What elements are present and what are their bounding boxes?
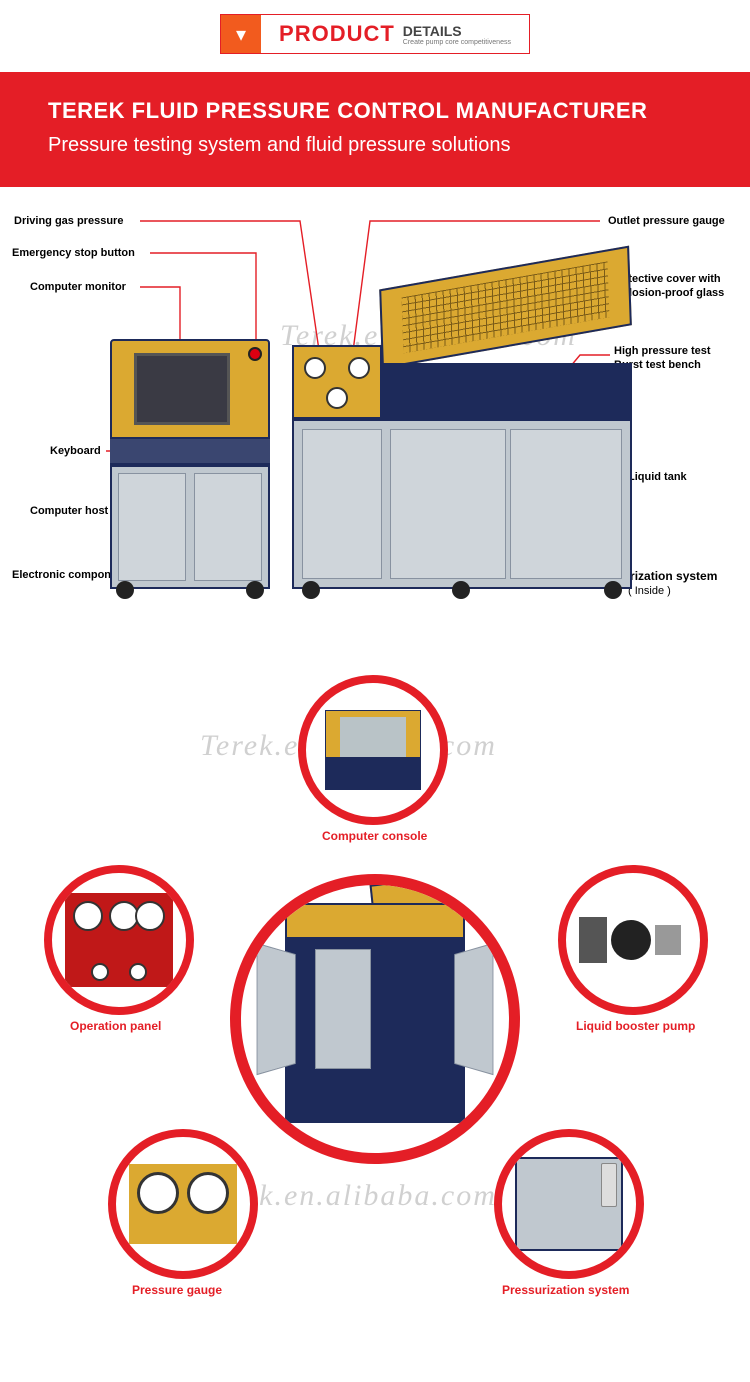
console-top <box>110 339 270 439</box>
bench-door <box>510 429 622 579</box>
caster-wheel <box>604 581 622 599</box>
keyboard-tray <box>110 439 270 465</box>
bench-body <box>292 419 632 589</box>
mini-press-graphic <box>515 1157 622 1251</box>
circle-operation-panel <box>44 865 194 1015</box>
circle-label-operation-panel: Operation panel <box>70 1019 161 1033</box>
badge-text: PRODUCT DETAILS Create pump core competi… <box>261 15 529 53</box>
bench-door <box>302 429 382 579</box>
label-driving-gas: Driving gas pressure <box>14 215 123 227</box>
main-top <box>285 903 465 939</box>
mini-pump-graphic <box>579 907 686 974</box>
circle-pressure-gauge <box>108 1129 258 1279</box>
test-bench-illustration <box>292 289 632 589</box>
protective-cover <box>379 246 632 369</box>
banner-subtitle: Pressure testing system and fluid pressu… <box>48 134 702 157</box>
circle-label-pressurization-system: Pressurization system <box>502 1283 629 1297</box>
badge-sub: DETAILS <box>403 23 511 39</box>
console-base <box>110 465 270 589</box>
label-computer-monitor: Computer monitor <box>30 281 126 293</box>
gauge-icon <box>304 357 326 379</box>
gauge-icon <box>326 387 348 409</box>
circle-liquid-booster-pump <box>558 865 708 1015</box>
label-keyboard: Keyboard <box>50 445 101 457</box>
monitor-screen <box>134 353 230 425</box>
bench-frame <box>382 363 632 419</box>
cover-mesh <box>402 261 610 353</box>
label-computer-host: Computer host <box>30 505 108 517</box>
badge-sub-wrap: DETAILS Create pump core competitiveness <box>403 23 511 46</box>
circle-label-pressure-gauge: Pressure gauge <box>132 1283 222 1297</box>
badge-tag: Create pump core competitiveness <box>403 39 511 46</box>
circle-computer-console <box>298 675 448 825</box>
circle-label-computer-console: Computer console <box>322 829 427 843</box>
banner-title: TEREK FLUID PRESSURE CONTROL MANUFACTURE… <box>48 98 702 124</box>
main-body <box>285 939 465 1123</box>
banner: TEREK FLUID PRESSURE CONTROL MANUFACTURE… <box>0 72 750 187</box>
label-outlet-gauge: Outlet pressure gauge <box>608 215 725 227</box>
circle-main-machine <box>230 874 520 1164</box>
down-arrow-icon: ▾ <box>221 15 261 53</box>
mini-op-panel-graphic <box>65 893 172 987</box>
machine-diagram: Terek.en.alibaba.com Driving gas pressur… <box>0 209 750 669</box>
caster-wheel <box>302 581 320 599</box>
gauge-panel <box>292 345 382 419</box>
mini-gauge-graphic <box>129 1164 236 1244</box>
label-liquid-tank: Liquid tank <box>628 471 687 483</box>
header-badge-wrap: ▾ PRODUCT DETAILS Create pump core compe… <box>0 0 750 72</box>
bench-door <box>390 429 506 579</box>
caster-wheel <box>116 581 134 599</box>
console-door-left <box>118 473 186 581</box>
emergency-stop-icon <box>248 347 262 361</box>
circle-label-liquid-booster-pump: Liquid booster pump <box>576 1019 695 1033</box>
gauge-icon <box>348 357 370 379</box>
badge-main: PRODUCT <box>279 21 395 47</box>
console-door-right <box>194 473 262 581</box>
label-emergency-stop: Emergency stop button <box>12 247 135 259</box>
label-pressurization-inside: ( Inside ) <box>628 585 671 597</box>
mini-console-graphic <box>325 710 421 790</box>
header-badge: ▾ PRODUCT DETAILS Create pump core compe… <box>220 14 530 54</box>
component-circle-cluster: Terek.en.alibaba.com Terek.en.alibaba.co… <box>0 669 750 1329</box>
caster-wheel <box>246 581 264 599</box>
computer-console-illustration <box>110 339 270 589</box>
circle-pressurization-system <box>494 1129 644 1279</box>
caster-wheel <box>452 581 470 599</box>
